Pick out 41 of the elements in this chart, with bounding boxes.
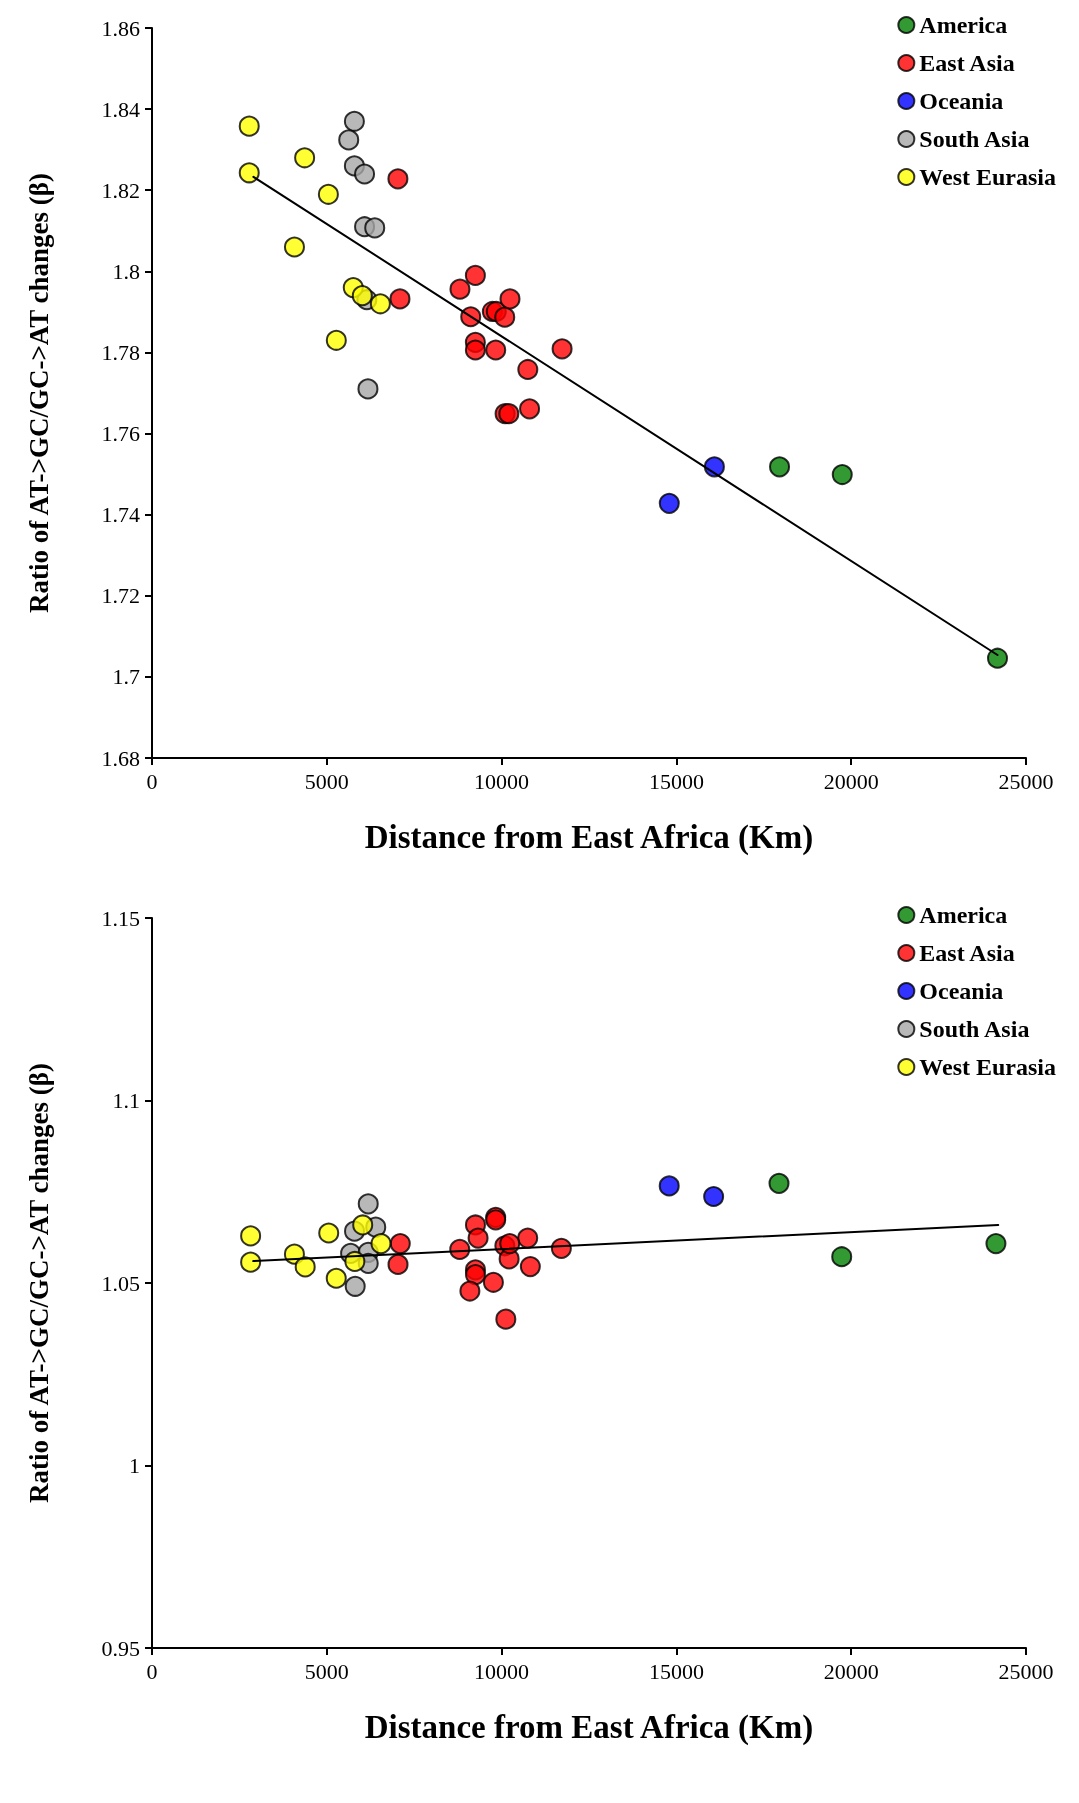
x-tick-label: 15000 <box>648 768 704 794</box>
x-tick-label: 10000 <box>474 768 530 794</box>
legend-label: America <box>919 902 1008 928</box>
x-axis-title: Distance from East Africa (Km) <box>364 1708 814 1746</box>
x-tick-label: 5000 <box>304 1658 349 1684</box>
x-tick-label: 20000 <box>823 768 879 794</box>
legend-label: West Eurasia <box>919 164 1057 190</box>
legend-label: South Asia <box>919 126 1030 152</box>
x-axis-title: Distance from East Africa (Km) <box>364 818 814 856</box>
y-axis-title: Ratio of AT->GC/GC->AT changes (β) <box>23 1062 54 1504</box>
y-tick-label: 1.15 <box>101 905 140 931</box>
legend-label: West Eurasia <box>919 1054 1057 1080</box>
x-tick-label: 25000 <box>998 768 1054 794</box>
y-tick-label: 1.84 <box>101 96 140 122</box>
y-axis-title: Ratio of AT->GC/GC->AT changes (β) <box>23 172 54 614</box>
x-tick-label: 10000 <box>474 1658 530 1684</box>
legend-label: Oceania <box>919 88 1004 114</box>
y-tick-label: 0.95 <box>101 1635 140 1661</box>
legend-label: East Asia <box>919 50 1015 76</box>
legend-label: South Asia <box>919 1016 1030 1042</box>
y-tick-label: 1.76 <box>101 421 140 447</box>
legend-label: America <box>919 12 1008 38</box>
y-tick-label: 1.7 <box>112 664 140 690</box>
y-tick-label: 1.86 <box>101 15 140 41</box>
x-tick-label: 20000 <box>823 1658 879 1684</box>
x-tick-label: 25000 <box>998 1658 1054 1684</box>
y-tick-label: 1.05 <box>101 1270 140 1296</box>
legend-label: East Asia <box>919 940 1015 966</box>
y-tick-label: 1.68 <box>101 745 140 771</box>
x-tick-label: 0 <box>146 1658 158 1684</box>
x-tick-label: 15000 <box>648 1658 704 1684</box>
y-tick-label: 1.8 <box>112 258 140 284</box>
y-tick-label: 1.1 <box>112 1088 140 1113</box>
y-tick-label: 1.82 <box>101 177 140 203</box>
y-tick-label: 1.74 <box>101 502 140 528</box>
y-tick-label: 1.72 <box>101 583 140 609</box>
x-tick-label: 5000 <box>304 768 349 794</box>
x-tick-label: 0 <box>146 768 158 794</box>
y-tick-label: 1 <box>129 1453 140 1478</box>
y-tick-label: 1.78 <box>101 339 140 365</box>
legend-label: Oceania <box>919 978 1004 1004</box>
